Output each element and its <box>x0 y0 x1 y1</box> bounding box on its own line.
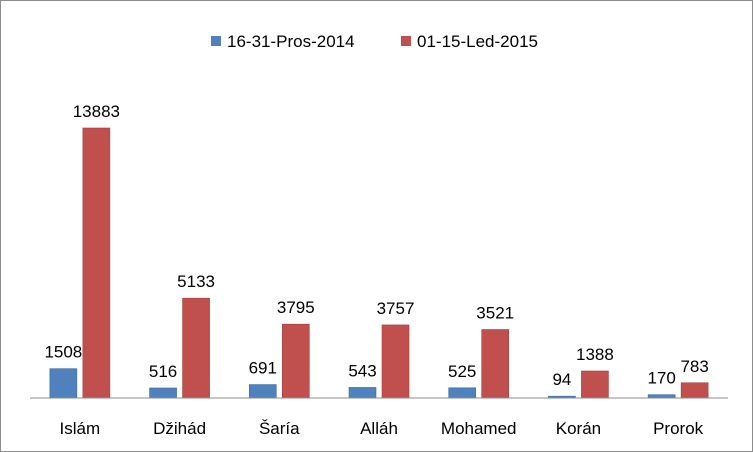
data-label: 3795 <box>277 298 315 317</box>
data-label: 691 <box>249 359 277 378</box>
bar-pros-2014-Islám <box>49 368 78 399</box>
x-tick-label: Mohamed <box>441 419 517 438</box>
data-label: 94 <box>552 370 571 389</box>
legend-swatch <box>401 36 411 46</box>
data-label: 516 <box>149 362 177 381</box>
data-label: 3757 <box>377 299 415 318</box>
legend-label: 01-15-Led-2015 <box>417 32 538 51</box>
bar-pros-2014-Alláh <box>348 387 377 399</box>
bar-led-2015-Mohamed <box>481 329 510 399</box>
legend-swatch <box>211 36 221 46</box>
data-label: 170 <box>647 369 675 388</box>
x-tick-label: Islám <box>60 419 101 438</box>
bar-led-2015-Šaría <box>281 323 310 399</box>
data-labels: 1508 13883 516 5133 691 3795 543 3757 525 3521 94 1… <box>44 102 708 389</box>
x-tick-label: Alláh <box>360 419 398 438</box>
data-label: 13883 <box>73 102 120 121</box>
legend: 16-31-Pros-2014 01-15-Led-2015 <box>211 32 538 51</box>
x-tick-label: Prorok <box>653 419 704 438</box>
bar-pros-2014-Šaría <box>248 384 277 399</box>
bars <box>49 127 709 399</box>
bar-led-2015-Islám <box>82 127 111 399</box>
x-tick-label: Korán <box>556 419 601 438</box>
bar-led-2015-Korán <box>581 370 609 399</box>
data-label: 1508 <box>44 343 82 362</box>
x-tick-label: Šaría <box>259 419 300 438</box>
data-label: 525 <box>448 362 476 381</box>
data-label: 5133 <box>177 272 215 291</box>
bar-led-2015-Prorok <box>680 382 709 399</box>
bar-pros-2014-Džihád <box>149 387 177 399</box>
data-label: 1388 <box>576 345 614 364</box>
data-label: 783 <box>680 357 708 376</box>
x-tick-labels: Islám Džihád Šaría Alláh Mohamed Korán Prorok <box>60 419 704 438</box>
data-label: 3521 <box>476 304 514 323</box>
legend-label: 16-31-Pros-2014 <box>227 32 355 51</box>
bar-led-2015-Džihád <box>182 297 210 399</box>
data-label: 543 <box>348 361 376 380</box>
bar-led-2015-Alláh <box>381 324 410 399</box>
x-tick-label: Džihád <box>153 419 206 438</box>
bar-pros-2014-Mohamed <box>448 387 477 399</box>
